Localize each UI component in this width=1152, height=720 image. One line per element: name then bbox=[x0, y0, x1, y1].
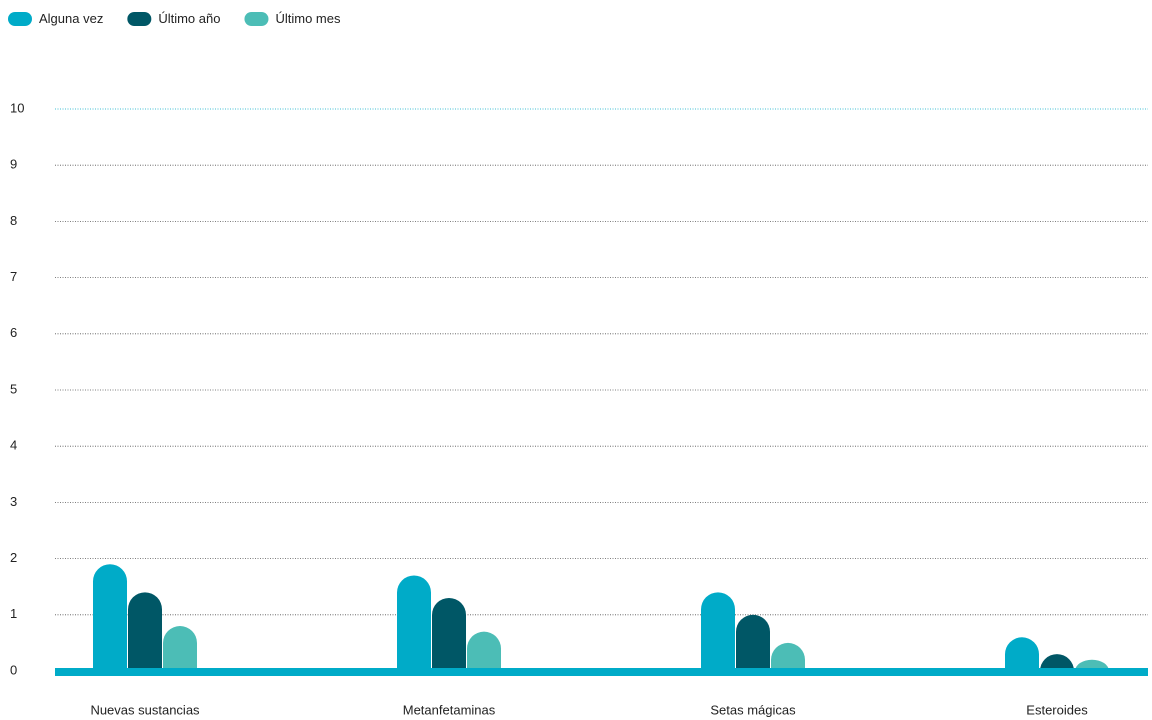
y-tick-label: 5 bbox=[10, 381, 17, 396]
y-tick-label: 7 bbox=[10, 269, 17, 284]
bar bbox=[736, 614, 770, 671]
y-tick-label: 4 bbox=[10, 438, 17, 453]
y-tick-label: 3 bbox=[10, 494, 17, 509]
legend-swatch bbox=[244, 12, 269, 26]
legend-label: Alguna vez bbox=[39, 11, 103, 26]
bar bbox=[128, 592, 162, 671]
bar bbox=[163, 626, 197, 671]
legend: Alguna vez Último año Último mes bbox=[8, 11, 341, 26]
baseline bbox=[55, 668, 1148, 676]
y-tick-label: 2 bbox=[10, 550, 17, 565]
y-tick-label: 1 bbox=[10, 606, 17, 621]
bar bbox=[1005, 637, 1039, 671]
x-tick-label: Setas mágicas bbox=[710, 702, 796, 717]
y-tick-label: 9 bbox=[10, 157, 17, 172]
legend-label: Último año bbox=[158, 11, 220, 26]
x-tick-label: Metanfetaminas bbox=[403, 702, 496, 717]
bar bbox=[467, 631, 501, 671]
y-tick-label: 10 bbox=[10, 100, 24, 115]
bar bbox=[93, 564, 127, 671]
y-tick-label: 0 bbox=[10, 662, 17, 677]
legend-swatch bbox=[8, 12, 32, 26]
bar bbox=[701, 592, 735, 671]
bar bbox=[397, 575, 431, 671]
bar bbox=[771, 642, 805, 671]
y-tick-label: 6 bbox=[10, 325, 17, 340]
y-tick-label: 8 bbox=[10, 213, 17, 228]
legend-swatch bbox=[127, 12, 152, 26]
bar bbox=[1040, 654, 1074, 671]
bar bbox=[432, 597, 466, 671]
legend-label: Último mes bbox=[275, 11, 341, 26]
x-tick-label: Esteroides bbox=[1026, 702, 1088, 717]
x-tick-label: Nuevas sustancias bbox=[90, 702, 200, 717]
